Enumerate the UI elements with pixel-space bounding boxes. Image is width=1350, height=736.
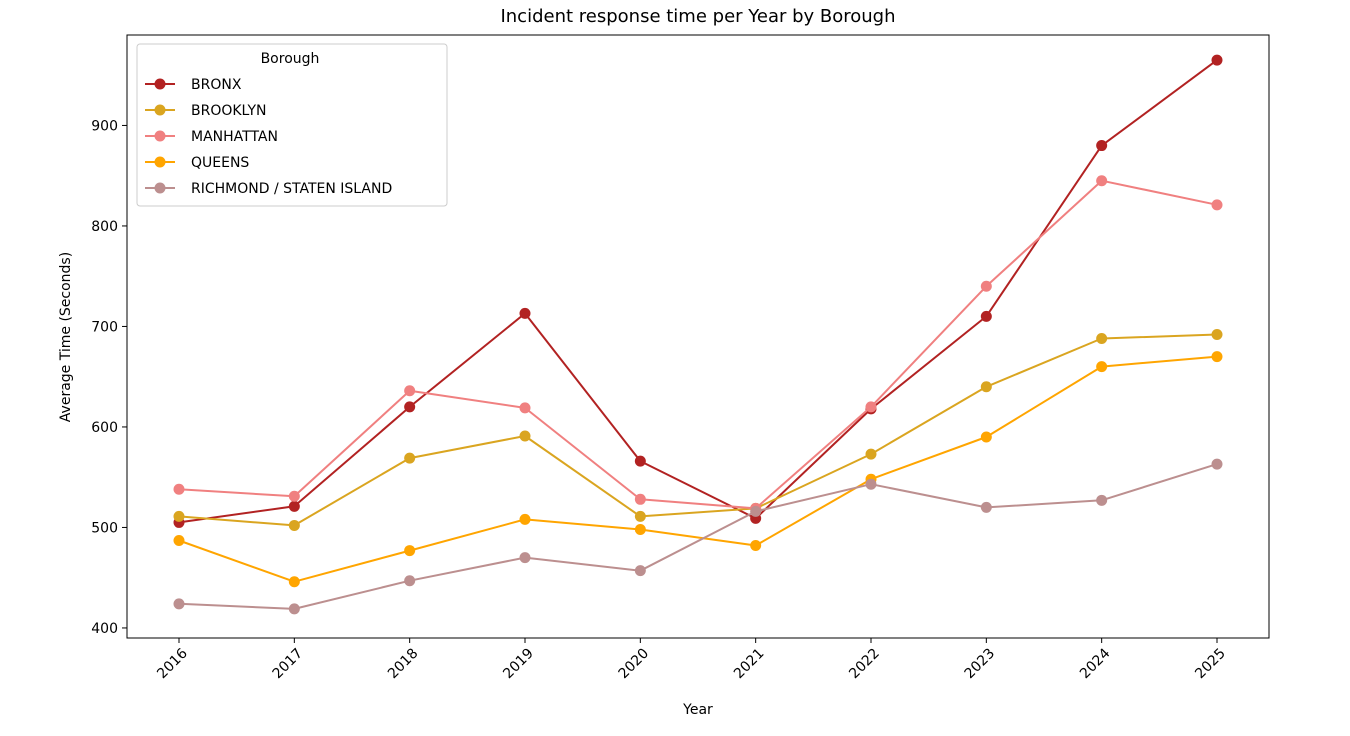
legend-label: MANHATTAN [191,129,278,145]
legend-entry: BRONX [145,77,242,93]
data-point [865,478,877,490]
data-point [1096,361,1108,373]
legend-entry: BROOKLYN [145,103,267,119]
data-point [980,310,992,322]
data-point [865,401,877,413]
legend-entry: MANHATTAN [145,129,278,145]
legend-marker [154,130,166,142]
data-point [1211,458,1223,470]
data-point [288,500,300,512]
data-point [1211,54,1223,66]
data-point [519,307,531,319]
plot-frame [126,34,1270,639]
data-point [634,565,646,577]
x-axis: 2016 2017 2018 2019 2020 2021 2022 2023 2024 2025 [154,638,1229,682]
series-line [178,179,1218,510]
data-point [173,535,185,547]
data-point [404,385,416,397]
data-point [173,510,185,522]
data-point [750,540,762,552]
y-tick-label: 800 [91,219,118,235]
legend-entry: QUEENS [145,155,249,171]
x-tick-label: 2024 [1077,645,1114,682]
data-point [404,452,416,464]
series-line [178,355,1218,583]
legend-marker [154,104,166,116]
series-queens [173,351,1223,588]
data-point [519,513,531,525]
data-point [1096,140,1108,152]
series-brooklyn [173,328,1223,531]
chart-title: Incident response time per Year by Borou… [500,6,895,27]
data-point [519,402,531,414]
data-point [980,501,992,513]
data-point [1096,175,1108,187]
legend-entry: RICHMOND / STATEN ISLAND [145,181,392,197]
x-tick-label: 2023 [962,646,999,683]
x-tick-label: 2016 [154,645,191,682]
legend-label: BROOKLYN [191,103,267,119]
data-point [519,552,531,564]
x-tick-label: 2018 [385,646,422,683]
data-point [634,455,646,467]
data-point [1211,328,1223,340]
data-point [404,545,416,557]
data-point [288,519,300,531]
data-point [404,575,416,587]
x-tick-label: 2025 [1192,646,1229,683]
y-axis-label: Average Time (Seconds) [58,252,74,422]
data-point [980,431,992,443]
data-point [404,401,416,413]
data-point [634,493,646,505]
x-tick-label: 2021 [731,646,768,683]
legend-title: Borough [261,51,320,67]
data-point [288,603,300,615]
legend-label: QUEENS [191,155,249,171]
y-tick-label: 700 [91,319,118,335]
data-point [1096,333,1108,345]
data-point [865,448,877,460]
x-tick-label: 2017 [270,646,307,683]
data-point [288,490,300,502]
y-tick-label: 900 [91,118,118,134]
data-point [1211,351,1223,363]
legend-marker [154,182,166,194]
data-point [1211,199,1223,211]
legend-marker [154,78,166,90]
legend-label: BRONX [191,77,242,93]
series-manhattan [173,175,1223,514]
data-point [980,381,992,393]
plot-area [173,54,1223,615]
data-point [634,523,646,535]
series-richmond-staten-island [173,458,1223,615]
y-tick-label: 500 [91,520,118,536]
x-tick-label: 2019 [500,646,537,683]
data-point [173,483,185,495]
series-line [178,463,1218,610]
data-point [173,598,185,610]
series-line [178,59,1218,524]
legend-box [136,43,448,207]
data-point [288,576,300,588]
x-tick-label: 2020 [616,646,653,683]
x-tick-label: 2022 [846,646,883,683]
y-tick-label: 600 [91,420,118,436]
legend: Borough BRONX BROOKLYN MANHATTAN QUEENS RICH… [136,43,448,207]
data-point [634,510,646,522]
y-tick-label: 400 [91,621,118,637]
legend-label: RICHMOND / STATEN ISLAND [191,181,392,197]
legend-marker [154,156,166,168]
data-point [1096,494,1108,506]
y-axis: 400 500 600 700 800 900 [91,118,127,637]
x-axis-label: Year [682,702,713,718]
data-point [519,430,531,442]
series-line [178,333,1218,527]
data-point [750,505,762,517]
data-point [980,280,992,292]
